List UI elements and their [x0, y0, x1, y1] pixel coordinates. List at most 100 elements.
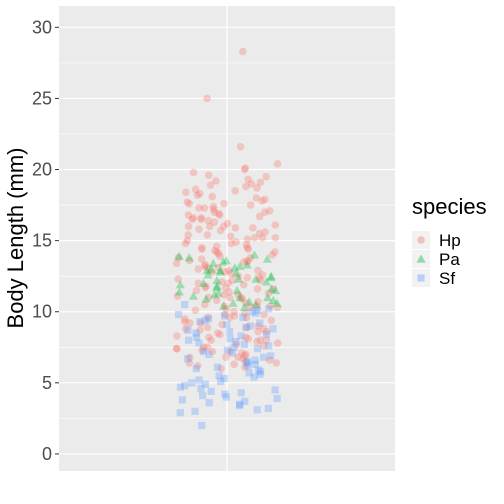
point-hp [262, 172, 270, 181]
point-hp [259, 342, 268, 350]
point-hp [265, 206, 274, 215]
point-sf [174, 310, 183, 319]
point-hp [186, 319, 194, 327]
point-sf [176, 409, 184, 417]
point-hp [250, 233, 259, 242]
point-sf [259, 353, 268, 361]
point-hp [191, 306, 200, 315]
point-hp [262, 336, 271, 344]
point-pa [249, 250, 260, 259]
point-sf [248, 308, 256, 316]
legend-marker-hp [417, 236, 425, 244]
point-hp [197, 214, 206, 222]
point-hp [200, 204, 209, 212]
y-axis: 0 5 10 15 20 25 30 [32, 17, 59, 464]
point-hp [201, 300, 209, 309]
point-pa [267, 284, 277, 293]
point-hp [185, 359, 194, 367]
point-hp [208, 268, 216, 276]
point-hp [244, 334, 253, 343]
point-pa [235, 261, 245, 270]
point-hp [203, 231, 212, 239]
y-tick-label: 0 [42, 444, 52, 464]
point-hp [213, 329, 222, 337]
point-hp [243, 243, 252, 252]
point-hp [198, 243, 206, 252]
point-sf [265, 305, 273, 313]
point-sf [265, 342, 273, 350]
point-hp [203, 343, 212, 352]
point-pa [212, 281, 222, 290]
point-hp [210, 218, 219, 226]
point-hp [264, 289, 273, 298]
point-pa [266, 271, 276, 280]
legend-marker-sf [417, 274, 425, 282]
point-hp [243, 273, 252, 282]
point-hp [173, 344, 181, 353]
point-hp [203, 323, 212, 332]
point-hp [230, 360, 238, 369]
point-hp [189, 168, 198, 177]
grid-major [59, 6, 395, 471]
point-hp [220, 302, 229, 310]
point-hp [261, 195, 269, 204]
point-hp [239, 354, 247, 363]
point-pa [261, 277, 271, 286]
point-sf [244, 362, 252, 370]
point-hp [184, 211, 193, 219]
point-sf [223, 320, 231, 329]
point-pa [242, 260, 252, 269]
point-hp [226, 232, 235, 241]
point-pa [219, 301, 229, 310]
point-hp [231, 187, 239, 195]
point-sf [220, 374, 228, 383]
point-sf [262, 330, 271, 339]
point-hp [225, 266, 233, 275]
point-hp [231, 224, 240, 232]
point-hp [246, 303, 255, 312]
point-hp [217, 278, 226, 286]
point-hp [172, 259, 181, 268]
point-hp [212, 242, 221, 251]
point-hp [243, 256, 252, 265]
point-pa [215, 265, 225, 275]
point-hp [204, 313, 212, 322]
point-hp [242, 350, 250, 359]
point-hp [241, 363, 249, 371]
point-sf [236, 400, 244, 408]
point-hp [221, 353, 230, 362]
point-hp [216, 226, 225, 235]
point-sf [271, 386, 279, 394]
point-hp [221, 268, 229, 276]
point-sf [251, 360, 259, 368]
point-hp [230, 312, 239, 320]
point-hp [218, 320, 227, 329]
point-hp [253, 337, 261, 346]
point-hp [247, 179, 256, 188]
point-hp [213, 248, 221, 256]
point-sf [216, 377, 225, 386]
point-hp [241, 164, 250, 172]
point-pa [263, 292, 273, 302]
point-hp [182, 188, 190, 197]
point-pa [174, 287, 184, 296]
y-tick-label: 25 [32, 88, 52, 108]
point-pa [209, 290, 220, 299]
point-pa [218, 257, 228, 266]
point-hp [240, 165, 249, 174]
point-pa [184, 253, 194, 262]
point-hp [256, 178, 265, 187]
legend-label-pa: Pa [439, 250, 460, 269]
point-sf [237, 332, 245, 340]
point-hp [201, 261, 209, 269]
point-hp [253, 285, 262, 293]
point-sf [239, 313, 247, 322]
data-points [172, 47, 282, 430]
point-hp [185, 199, 194, 208]
point-hp [219, 222, 228, 231]
point-hp [186, 353, 194, 362]
point-hp [197, 319, 205, 327]
point-hp [226, 347, 234, 356]
point-hp [265, 356, 274, 364]
point-hp [209, 202, 218, 211]
